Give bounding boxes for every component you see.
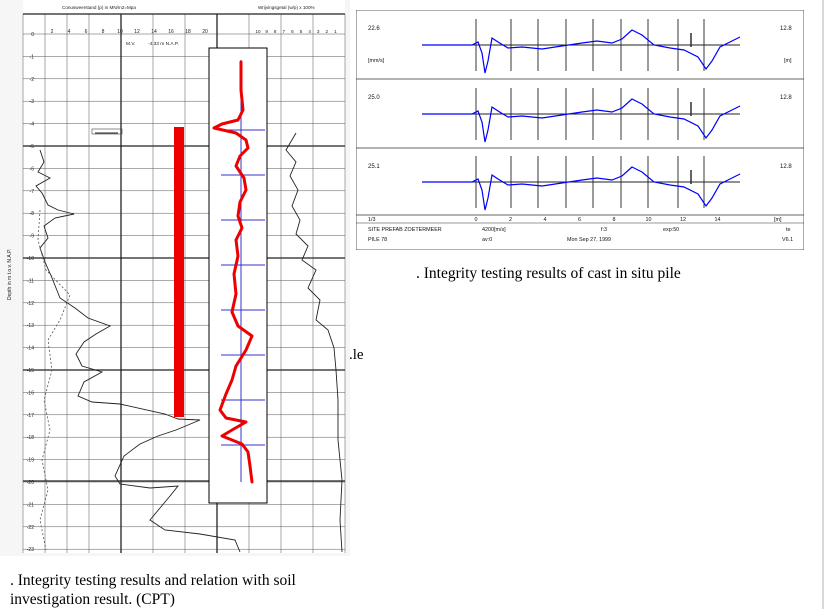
- trace-1-right-unit: [m]: [784, 58, 792, 64]
- pit-x-tick-label: 8: [613, 217, 616, 223]
- cone-tick-label: 8: [102, 29, 105, 35]
- footer-filter: f:3: [601, 227, 607, 233]
- depth-tick-label: -7: [30, 189, 35, 195]
- depth-tick-label: -6: [30, 166, 35, 172]
- trace-3-right-value: 12.8: [780, 164, 792, 170]
- depth-tick-label: -23: [27, 547, 34, 553]
- depth-tick-label: 0: [31, 32, 34, 38]
- ground-level-marker: [91, 128, 123, 135]
- pit-x-tick-label: 4: [544, 217, 547, 223]
- cone-resistance-curve: [35, 132, 241, 553]
- cone-tick-label: 20: [202, 29, 208, 35]
- velocity-signal: [422, 166, 741, 211]
- pit-x-tick-label: 12: [680, 217, 686, 223]
- page-edge-line: [822, 0, 824, 609]
- depth-tick-label: -9: [30, 234, 35, 240]
- friction-tick-label: 10: [255, 29, 261, 34]
- friction-dashed-curve: [37, 209, 71, 551]
- depth-tick-label: -2: [30, 77, 35, 83]
- pit-x-tick-label: 10: [646, 217, 652, 223]
- friction-tick-label: 5: [300, 29, 303, 34]
- depth-tick-label: -18: [27, 435, 34, 441]
- pit-x-tick-label: 14: [715, 217, 721, 223]
- mv-label: M.V.: [126, 41, 135, 47]
- depth-tick-label: -3: [30, 99, 35, 105]
- pit-x-tick-label: 2: [509, 217, 512, 223]
- pit-x-tick-label: 6: [578, 217, 581, 223]
- cone-tick-label: 12: [134, 29, 140, 35]
- cone-tick-label: 18: [185, 29, 191, 35]
- depth-tick-label: -11: [27, 278, 34, 284]
- footer-te: te: [786, 227, 791, 233]
- pit-trace-1: [422, 19, 741, 74]
- figure-caption-left: . Integrity testing results and relation…: [10, 572, 296, 608]
- pit-x-unit: [m]: [774, 217, 782, 223]
- footer-wave-speed: 4200[m/s]: [482, 227, 506, 233]
- trace-1-right-value: 12.8: [780, 26, 792, 32]
- friction-ratio-axis-label: Wrijvingsgetal (w/p) x 100%: [258, 5, 315, 10]
- velocity-signal: [422, 29, 741, 74]
- trace-3-left-value: 25.1: [368, 164, 380, 170]
- depth-tick-label: -10: [27, 256, 34, 262]
- cpt-chart: Conusweerstand (p) in MN/m2=Mpa Wrijving…: [0, 0, 350, 556]
- friction-tick-label: 1: [334, 29, 337, 34]
- depth-tick-label: -17: [27, 413, 34, 419]
- depth-tick-label: -22: [27, 525, 34, 531]
- footer-site: SITE PREFAB ZOETERMEER: [368, 227, 442, 233]
- footer-exp: exp:50: [663, 227, 679, 233]
- figure-caption-right: . Integrity testing results of cast in s…: [416, 265, 681, 282]
- pit-chart: 22.6 12.8 [mm/s] [m] 25.0 12.8 25.1 12.8…: [356, 10, 804, 250]
- cone-tick-label: 10: [117, 29, 123, 35]
- friction-tick-label: 6: [291, 29, 294, 34]
- trace-2-left-value: 25.0: [368, 95, 380, 101]
- cone-tick-label: 6: [85, 29, 88, 35]
- depth-tick-label: -4: [30, 122, 35, 128]
- depth-tick-label: -5: [30, 144, 35, 150]
- pit-overlay-signal: [212, 60, 254, 484]
- cone-tick-label: 2: [51, 29, 54, 35]
- friction-tick-label: 4: [308, 29, 311, 34]
- pit-trace-2: [422, 88, 741, 143]
- friction-tick-label: 2: [326, 29, 329, 34]
- friction-tick-label: 9: [265, 29, 268, 34]
- pit-x-tick-label: 0: [475, 217, 478, 223]
- footer-record-index: 1/3: [368, 217, 376, 223]
- caption-fragment: .le: [349, 347, 364, 363]
- depth-tick-label: -15: [27, 368, 34, 374]
- depth-tick-label: -20: [27, 480, 34, 486]
- trace-2-right-value: 12.8: [780, 95, 792, 101]
- trace-1-left-value: 22.6: [368, 26, 380, 32]
- trace-1-left-unit: [mm/s]: [368, 58, 385, 64]
- footer-averaging: av:0: [482, 237, 492, 243]
- depth-tick-label: -13: [27, 323, 34, 329]
- depth-tick-label: -8: [30, 211, 35, 217]
- depth-tick-label: -12: [27, 301, 34, 307]
- cone-tick-label: 16: [168, 29, 174, 35]
- depth-axis-label: Depth in m t.o.v. N.A.P.: [7, 249, 13, 300]
- cone-tick-label: 14: [151, 29, 157, 35]
- footer-version: V6.1: [782, 237, 793, 243]
- friction-tick-label: 3: [317, 29, 320, 34]
- pile-bar: [174, 127, 184, 417]
- footer-date: Mon Sep 27, 1999: [567, 237, 611, 243]
- depth-tick-label: -1: [30, 54, 35, 60]
- cone-resistance-axis-label: Conusweerstand (p) in MN/m2=Mpa: [62, 5, 136, 10]
- nap-label: -4.33 m N.A.P.: [148, 41, 179, 47]
- friction-ratio-curve: [285, 132, 343, 553]
- footer-pile: PILE 78: [368, 237, 387, 243]
- cone-tick-label: 4: [68, 29, 71, 35]
- depth-tick-label: -19: [27, 458, 34, 464]
- depth-tick-label: -14: [27, 346, 34, 352]
- friction-tick-label: 8: [274, 29, 277, 34]
- velocity-signal: [422, 98, 741, 143]
- depth-tick-label: -16: [27, 390, 34, 396]
- depth-tick-label: -21: [27, 502, 34, 508]
- pit-overlay-panel: [208, 47, 268, 504]
- pit-trace-3: [422, 156, 741, 211]
- friction-tick-label: 7: [283, 29, 286, 34]
